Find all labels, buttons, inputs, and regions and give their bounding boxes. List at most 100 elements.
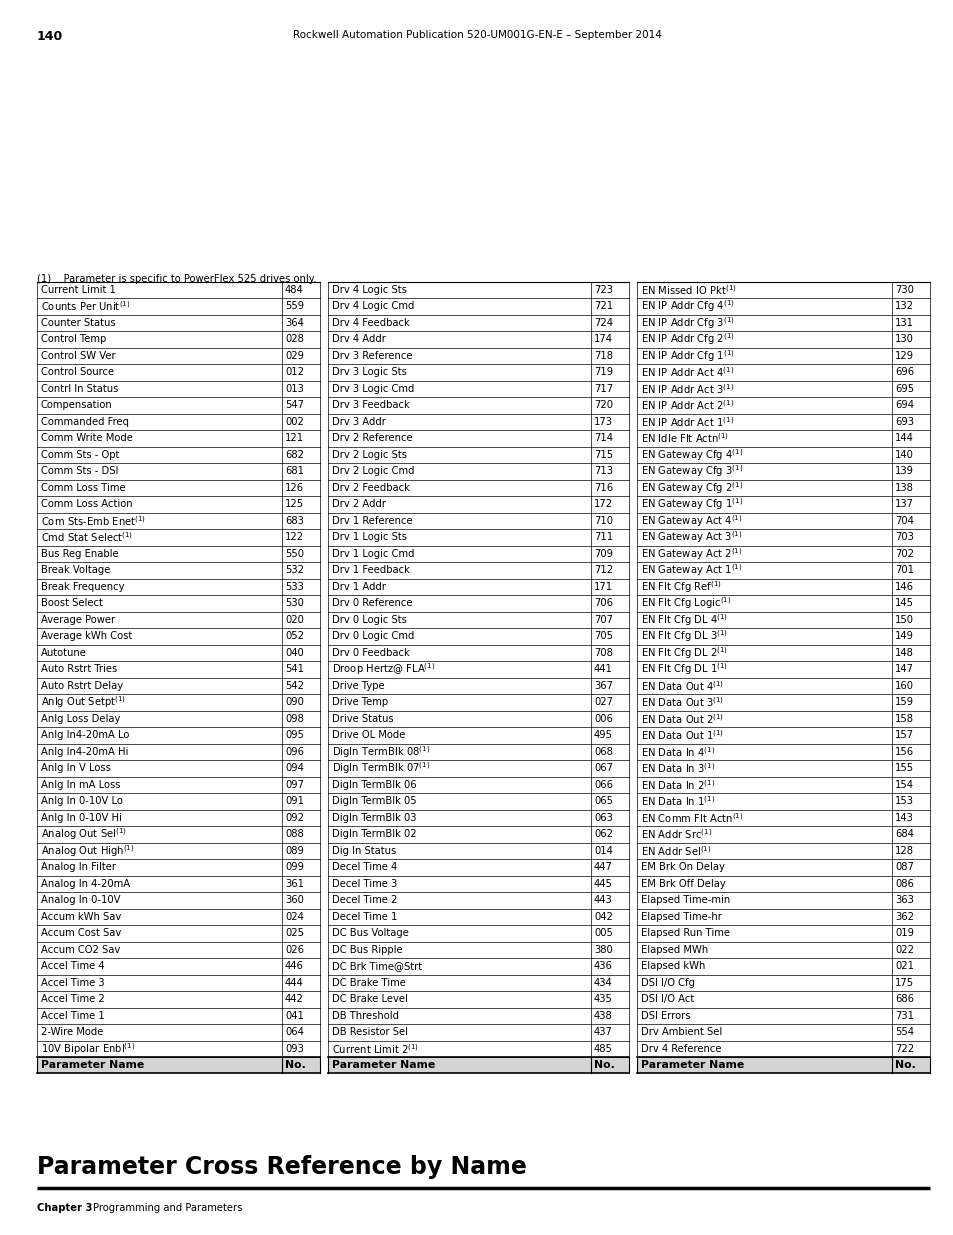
Text: Analog In 0-10V: Analog In 0-10V [41,895,120,905]
Text: Comm Sts - Opt: Comm Sts - Opt [41,450,119,459]
Text: Counts Per Unit$^{(1)}$: Counts Per Unit$^{(1)}$ [41,299,131,314]
Text: Parameter Name: Parameter Name [640,1060,743,1070]
Text: 364: 364 [285,317,304,327]
Text: 709: 709 [594,548,613,558]
Text: 153: 153 [894,797,913,806]
Text: 130: 130 [894,335,913,345]
Text: 132: 132 [894,301,913,311]
Text: 554: 554 [894,1028,913,1037]
Text: Drv 0 Logic Sts: Drv 0 Logic Sts [332,615,406,625]
Text: 144: 144 [894,433,913,443]
Text: 026: 026 [285,945,304,955]
Text: 064: 064 [285,1028,304,1037]
Text: Drive Status: Drive Status [332,714,394,724]
Text: Drv 2 Feedback: Drv 2 Feedback [332,483,410,493]
Text: 445: 445 [594,879,612,889]
Text: 362: 362 [894,911,913,921]
Text: Anlg Out Setpt$^{(1)}$: Anlg Out Setpt$^{(1)}$ [41,694,126,710]
Text: 438: 438 [594,1010,612,1021]
Text: 140: 140 [37,30,63,43]
Text: EN IP Addr Act 2$^{(1)}$: EN IP Addr Act 2$^{(1)}$ [640,399,734,412]
Text: 090: 090 [285,698,304,708]
Text: 175: 175 [894,978,913,988]
Text: DigIn TermBlk 05: DigIn TermBlk 05 [332,797,416,806]
Text: 723: 723 [594,285,613,295]
Text: 052: 052 [285,631,304,641]
Text: Elapsed Time-min: Elapsed Time-min [640,895,729,905]
Text: 722: 722 [894,1044,913,1053]
Text: Drv 0 Logic Cmd: Drv 0 Logic Cmd [332,631,414,641]
Text: Drv 3 Addr: Drv 3 Addr [332,416,385,427]
Text: EN Comm Flt Actn$^{(1)}$: EN Comm Flt Actn$^{(1)}$ [640,811,742,825]
Text: 088: 088 [285,829,303,840]
Text: 447: 447 [594,862,612,872]
Text: Drive OL Mode: Drive OL Mode [332,730,405,740]
Text: 10V Bipolar Enbl$^{(1)}$: 10V Bipolar Enbl$^{(1)}$ [41,1041,135,1057]
Text: Anlg In 0-10V Hi: Anlg In 0-10V Hi [41,813,122,823]
Text: 028: 028 [285,335,304,345]
Text: 027: 027 [594,698,613,708]
Text: 363: 363 [894,895,913,905]
Text: 550: 550 [285,548,304,558]
Text: EN IP Addr Cfg 3$^{(1)}$: EN IP Addr Cfg 3$^{(1)}$ [640,315,734,331]
Text: Comm Sts - DSI: Comm Sts - DSI [41,467,118,477]
Text: 021: 021 [894,961,913,971]
Text: 154: 154 [894,779,913,789]
Text: 024: 024 [285,911,304,921]
Text: EM Brk Off Delay: EM Brk Off Delay [640,879,725,889]
Text: Drv 3 Logic Sts: Drv 3 Logic Sts [332,367,406,377]
Text: 715: 715 [594,450,613,459]
Text: Current Limit 2$^{(1)}$: Current Limit 2$^{(1)}$ [332,1042,418,1056]
Text: Accum Cost Sav: Accum Cost Sav [41,929,121,939]
Text: 098: 098 [285,714,304,724]
Text: 160: 160 [894,680,913,690]
Text: Elapsed kWh: Elapsed kWh [640,961,704,971]
Text: Drv 4 Reference: Drv 4 Reference [640,1044,720,1053]
Text: Analog In 4-20mA: Analog In 4-20mA [41,879,130,889]
Text: 147: 147 [894,664,913,674]
Text: DSI I/O Act: DSI I/O Act [640,994,694,1004]
Text: Decel Time 4: Decel Time 4 [332,862,396,872]
Text: DC Bus Ripple: DC Bus Ripple [332,945,402,955]
Text: 724: 724 [594,317,613,327]
Text: EN Gateway Cfg 1$^{(1)}$: EN Gateway Cfg 1$^{(1)}$ [640,496,742,513]
Text: 714: 714 [594,433,613,443]
Text: Drive Temp: Drive Temp [332,698,388,708]
Text: 062: 062 [594,829,613,840]
Text: Autotune: Autotune [41,647,87,658]
Text: 157: 157 [894,730,913,740]
Text: 040: 040 [285,647,303,658]
Text: 686: 686 [894,994,913,1004]
Text: 716: 716 [594,483,613,493]
Text: 2-Wire Mode: 2-Wire Mode [41,1028,103,1037]
Text: Anlg In mA Loss: Anlg In mA Loss [41,779,120,789]
Text: EN Data In 1$^{(1)}$: EN Data In 1$^{(1)}$ [640,794,715,808]
Text: Comm Write Mode: Comm Write Mode [41,433,132,443]
Text: 148: 148 [894,647,913,658]
Text: EN IP Addr Act 1$^{(1)}$: EN IP Addr Act 1$^{(1)}$ [640,415,734,429]
Text: DSI I/O Cfg: DSI I/O Cfg [640,978,695,988]
Text: Analog Out High$^{(1)}$: Analog Out High$^{(1)}$ [41,842,134,858]
Text: 126: 126 [285,483,304,493]
Text: 066: 066 [594,779,613,789]
Text: EN Flt Cfg Ref$^{(1)}$: EN Flt Cfg Ref$^{(1)}$ [640,579,721,594]
Text: No.: No. [594,1060,615,1070]
Text: EN Idle Flt Actn$^{(1)}$: EN Idle Flt Actn$^{(1)}$ [640,431,728,445]
Text: EN Data In 3$^{(1)}$: EN Data In 3$^{(1)}$ [640,761,715,776]
Text: EN IP Addr Cfg 1$^{(1)}$: EN IP Addr Cfg 1$^{(1)}$ [640,348,734,363]
Text: 137: 137 [894,499,913,509]
Text: 708: 708 [594,647,612,658]
Text: EN Data Out 4$^{(1)}$: EN Data Out 4$^{(1)}$ [640,679,723,693]
Text: Elapsed Run Time: Elapsed Run Time [640,929,729,939]
Text: 380: 380 [594,945,612,955]
Text: Accum kWh Sav: Accum kWh Sav [41,911,121,921]
Text: 484: 484 [285,285,303,295]
Text: Drv 4 Addr: Drv 4 Addr [332,335,385,345]
Text: 731: 731 [894,1010,913,1021]
Text: Parameter Cross Reference by Name: Parameter Cross Reference by Name [37,1155,526,1179]
Text: EN Gateway Act 4$^{(1)}$: EN Gateway Act 4$^{(1)}$ [640,513,741,529]
Text: Drv 1 Addr: Drv 1 Addr [332,582,386,592]
Text: 095: 095 [285,730,304,740]
Text: Auto Rstrt Delay: Auto Rstrt Delay [41,680,123,690]
Text: 013: 013 [285,384,304,394]
